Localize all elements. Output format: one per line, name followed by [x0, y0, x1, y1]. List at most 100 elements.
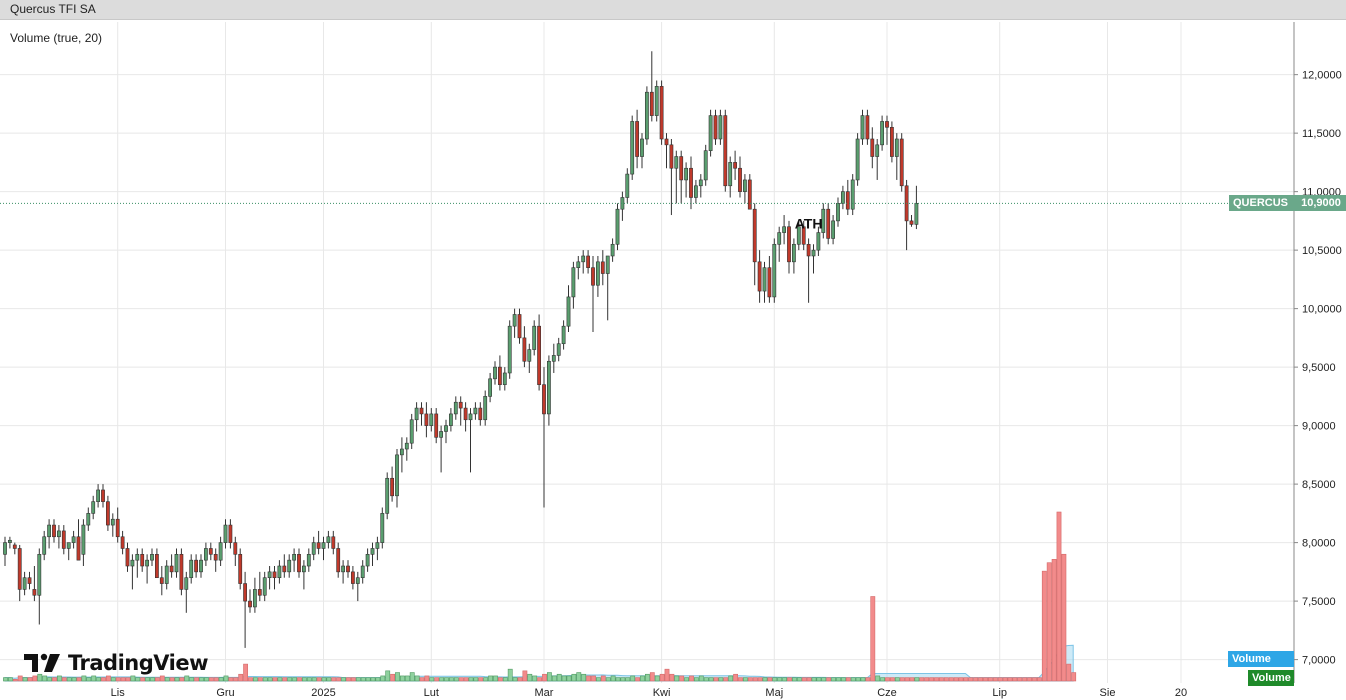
candle-body [684, 167, 689, 181]
ath-annotation: ATH [795, 215, 823, 231]
volume-bar [693, 677, 699, 682]
volume-bar [248, 677, 253, 682]
volume-bar [762, 677, 768, 682]
volume-bar [110, 677, 116, 682]
volume-bar [346, 677, 351, 682]
candle-body [713, 115, 718, 140]
x-tick-label: 2025 [311, 687, 335, 699]
candle-body [537, 325, 542, 385]
candle-body [331, 536, 336, 549]
candle-body [243, 583, 248, 602]
volume-bar [654, 675, 660, 682]
price-badge: QUERCUS 10,9000 [1229, 195, 1346, 212]
volume-bar [987, 677, 993, 682]
volume-bar [600, 675, 606, 682]
candle-body [600, 261, 605, 274]
volume-bar [311, 677, 317, 682]
volume-bar [610, 675, 616, 682]
volume-bar [757, 677, 763, 682]
volume-bar [390, 673, 395, 682]
volume-bar [581, 673, 587, 682]
candle-body [346, 565, 350, 573]
candle-body [693, 185, 698, 198]
candle-body [836, 203, 840, 222]
volume-bar [71, 677, 77, 682]
volume-bar [135, 677, 141, 682]
volume-bar [1032, 677, 1037, 682]
volume-bar [233, 677, 239, 682]
volume-bar [287, 677, 293, 682]
volume-bar [1037, 677, 1042, 682]
volume-bar [189, 677, 195, 682]
candle-body [777, 232, 782, 245]
volume-bar [880, 677, 885, 682]
candle-body [742, 179, 747, 192]
volume-bar [47, 677, 52, 682]
volume-bar [978, 677, 983, 682]
volume-indicator-label[interactable]: Volume (true, 20) [10, 31, 103, 45]
candle-body [566, 296, 571, 327]
candle-body [106, 501, 110, 526]
volume-bar [27, 677, 33, 682]
volume-bar [1027, 677, 1032, 682]
volume-bar [32, 675, 38, 682]
volume-bar [370, 677, 376, 682]
volume-bar [522, 670, 528, 682]
volume-bar [22, 677, 28, 682]
candle-body [865, 115, 870, 140]
candle-body [659, 86, 664, 140]
time-axis-ticks[interactable]: Lis Gru 2025 Lut Mar Kwi Maj Cze Lip Sie 20 [111, 687, 1187, 699]
y-tick-label: 11,5000 [1302, 128, 1341, 140]
candle-body [718, 115, 723, 140]
candle-body [184, 577, 189, 590]
volume-bar [532, 675, 538, 682]
candle-body [581, 255, 586, 263]
volume-bar [360, 677, 366, 682]
volume-bar [488, 675, 493, 682]
candle-body [791, 243, 796, 263]
candle-body [831, 220, 836, 239]
candle-body [164, 565, 169, 584]
volume-bar [806, 677, 812, 682]
candle-body [91, 501, 96, 514]
volume-bar [395, 672, 400, 682]
volume-bar [625, 677, 631, 682]
volume-bar [684, 677, 689, 682]
candle-body [61, 530, 66, 549]
volume-bar [463, 677, 469, 682]
price-axis-ticks[interactable]: 12,000011,500011,000010,500010,00009,500… [1294, 70, 1342, 667]
candle-body [125, 548, 130, 567]
candle-body [238, 554, 243, 584]
volume-bar [439, 677, 444, 682]
x-tick-label: Kwi [653, 687, 671, 699]
candle-body [194, 559, 199, 573]
candle-body [110, 518, 115, 526]
volume-bar [546, 672, 552, 682]
volume-bar [228, 677, 234, 682]
volume-bar [42, 675, 48, 682]
candle-body [875, 144, 880, 157]
volume-bar [91, 675, 97, 682]
volume-bar [1007, 677, 1013, 682]
volume-bar [140, 677, 146, 682]
volume-bar [870, 596, 876, 682]
candle-body [101, 489, 105, 502]
volume-bar [620, 677, 626, 682]
volume-bar [605, 677, 611, 682]
volume-bar [664, 668, 670, 682]
candle-body [488, 378, 493, 397]
volume-bar [782, 677, 787, 682]
volume-bar [811, 677, 817, 682]
volume-bar [1051, 559, 1057, 682]
volume-bar [159, 675, 165, 682]
volume-bar [733, 673, 738, 682]
candle-body [174, 554, 179, 573]
volume-badge-label: Volume [1252, 672, 1291, 684]
candle-body [512, 314, 517, 327]
candle-body [355, 577, 360, 584]
candle-body [767, 267, 772, 298]
chart-title-bar: Quercus TFI SA [0, 0, 1346, 20]
volume-bar [595, 677, 601, 682]
candle-body [826, 208, 831, 239]
